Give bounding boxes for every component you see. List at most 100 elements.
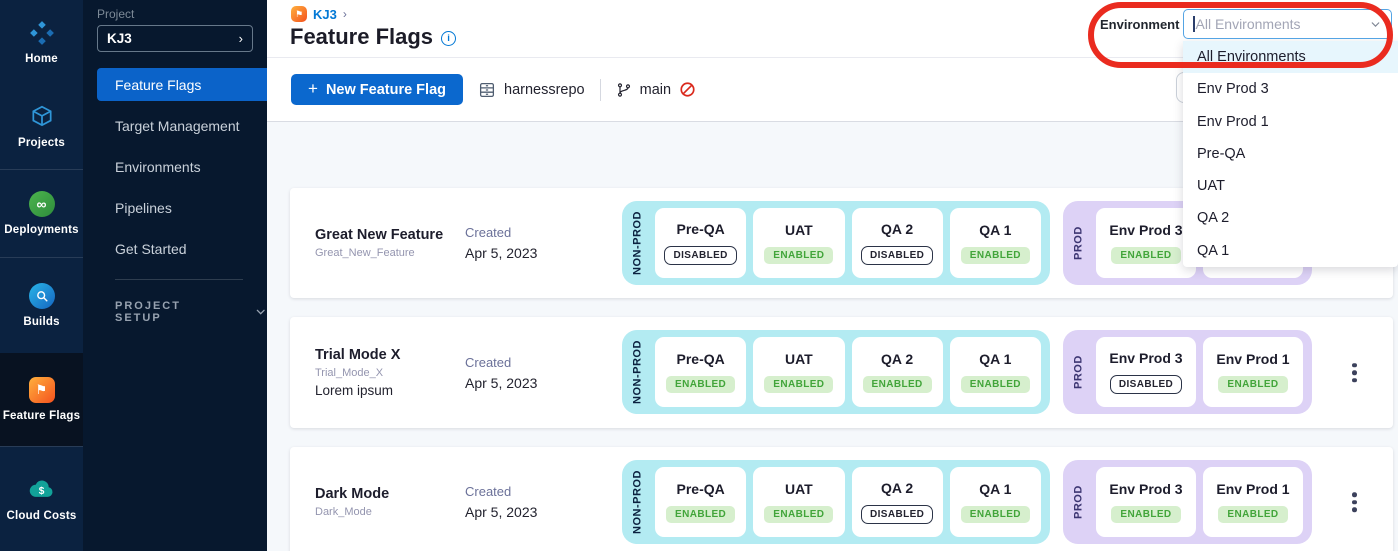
sidebar-item-target-management[interactable]: Target Management xyxy=(115,117,240,134)
menu-option-uat[interactable]: UAT xyxy=(1197,178,1225,195)
page-title: Feature Flags i xyxy=(290,24,457,50)
info-icon[interactable]: i xyxy=(441,31,457,46)
home-icon xyxy=(29,20,54,45)
project-setup-label: PROJECT SETUP xyxy=(115,300,181,324)
created-info: Created Apr 5, 2023 xyxy=(465,188,537,298)
flag-row-dark-mode[interactable]: Dark Mode Dark_Mode Created Apr 5, 2023 … xyxy=(290,447,1393,551)
row-menu-kebab-icon[interactable] xyxy=(1347,487,1362,517)
flag-row-trial-mode-x[interactable]: Trial Mode X Trial_Mode_X Lorem ipsum Cr… xyxy=(290,317,1393,428)
page-title-text: Feature Flags xyxy=(290,24,434,49)
prod-label: PROD xyxy=(1072,355,1085,389)
created-info: Created Apr 5, 2023 xyxy=(465,317,537,428)
status-badge: ENABLED xyxy=(764,376,834,393)
status-badge: DISABLED xyxy=(664,246,737,265)
prod-label: PROD xyxy=(1072,485,1085,519)
breadcrumb: ⚑ KJ3 › xyxy=(291,6,347,22)
created-date: Apr 5, 2023 xyxy=(465,374,538,391)
status-badge: ENABLED xyxy=(960,247,1030,264)
created-date: Apr 5, 2023 xyxy=(465,245,538,261)
non-prod-label: NON-PROD xyxy=(631,211,644,275)
menu-option-all-environments[interactable]: All Environments xyxy=(1183,41,1398,74)
env-card-env-prod-1[interactable]: Env Prod 1 ENABLED xyxy=(1203,337,1303,407)
menu-option-qa1[interactable]: QA 1 xyxy=(1197,242,1230,259)
new-feature-flag-button[interactable]: + New Feature Flag xyxy=(291,74,463,105)
env-card-qa2[interactable]: QA 2 DISABLED xyxy=(851,208,943,278)
rail-item-feature-flags[interactable]: ⚑ Feature Flags xyxy=(0,353,83,446)
flag-name: Great New Feature xyxy=(315,227,444,243)
rail-label: Home xyxy=(25,52,58,65)
repo-selector[interactable]: harnessrepo xyxy=(478,81,585,99)
status-badge: DISABLED xyxy=(860,246,934,265)
sidebar-item-feature-flags[interactable]: Feature Flags xyxy=(97,68,267,101)
status-badge: ENABLED xyxy=(960,376,1030,393)
flag-info: Dark Mode Dark_Mode xyxy=(315,447,460,551)
project-setup-toggle[interactable]: PROJECT SETUP xyxy=(115,300,267,324)
env-card-env-prod-3[interactable]: Env Prod 3 ENABLED xyxy=(1096,208,1196,278)
env-card-pre-qa[interactable]: Pre-QA DISABLED xyxy=(655,208,747,278)
env-card-qa1[interactable]: QA 1 ENABLED xyxy=(949,208,1041,278)
status-badge: ENABLED xyxy=(764,247,834,264)
sidenav-divider xyxy=(115,279,243,280)
rail-item-home[interactable]: Home xyxy=(0,0,83,84)
rail-label: Projects xyxy=(18,137,65,149)
sidebar-item-pipelines[interactable]: Pipelines xyxy=(115,199,172,216)
chevron-down-icon xyxy=(1371,21,1380,27)
status-badge: ENABLED xyxy=(1218,376,1288,393)
status-badge: ENABLED xyxy=(960,506,1030,523)
env-card-qa1[interactable]: QA 1 ENABLED xyxy=(949,467,1041,537)
project-selector[interactable]: KJ3 › xyxy=(97,25,253,52)
menu-option-env-prod-3[interactable]: Env Prod 3 xyxy=(1197,81,1269,98)
repo-name: harnessrepo xyxy=(504,81,585,98)
environment-dropdown-menu: All Environments Env Prod 3 Env Prod 1 P… xyxy=(1183,41,1398,267)
flag-info: Great New Feature Great_New_Feature xyxy=(315,188,460,298)
status-badge: ENABLED xyxy=(1111,247,1181,264)
environment-select-value: All Environments xyxy=(1195,16,1301,32)
menu-option-pre-qa[interactable]: Pre-QA xyxy=(1197,145,1246,162)
breadcrumb-project-link[interactable]: KJ3 xyxy=(313,6,337,22)
env-card-uat[interactable]: UAT ENABLED xyxy=(753,337,845,407)
environment-filter-label: Environment xyxy=(1100,17,1180,32)
non-prod-env-group: NON-PROD Pre-QA ENABLED UAT ENABLED QA 2… xyxy=(622,330,1050,414)
project-nav-list: Feature Flags Target Management Environm… xyxy=(83,64,267,269)
status-badge: DISABLED xyxy=(1109,375,1183,394)
prod-env-group: PROD Env Prod 3 DISABLED Env Prod 1 ENAB… xyxy=(1063,330,1312,414)
environment-select[interactable]: All Environments xyxy=(1183,9,1392,39)
created-info: Created Apr 5, 2023 xyxy=(465,447,537,551)
flag-description: Lorem ipsum xyxy=(315,383,394,398)
env-card-uat[interactable]: UAT ENABLED xyxy=(753,467,845,537)
plus-icon: + xyxy=(308,79,318,98)
menu-option-env-prod-1[interactable]: Env Prod 1 xyxy=(1197,113,1269,130)
feature-flags-logo-icon: ⚑ xyxy=(291,6,307,22)
env-card-env-prod-3[interactable]: Env Prod 3 DISABLED xyxy=(1096,337,1196,407)
sidebar-item-get-started[interactable]: Get Started xyxy=(115,240,187,257)
rail-item-deployments[interactable]: ∞ Deployments xyxy=(0,169,83,257)
branch-selector[interactable]: main xyxy=(616,81,696,98)
menu-option-qa2[interactable]: QA 2 xyxy=(1197,210,1230,227)
flag-name: Dark Mode xyxy=(315,486,390,502)
env-card-qa1[interactable]: QA 1 ENABLED xyxy=(949,337,1041,407)
env-card-env-prod-1[interactable]: Env Prod 1 ENABLED xyxy=(1203,467,1303,537)
status-badge: ENABLED xyxy=(1218,506,1288,523)
non-prod-label: NON-PROD xyxy=(631,340,644,404)
created-date: Apr 5, 2023 xyxy=(465,504,538,520)
breadcrumb-separator: › xyxy=(342,7,347,21)
sync-disabled-icon xyxy=(680,82,695,97)
env-card-qa2[interactable]: QA 2 DISABLED xyxy=(851,467,943,537)
rail-item-projects[interactable]: Projects xyxy=(0,84,83,169)
env-card-pre-qa[interactable]: Pre-QA ENABLED xyxy=(655,467,747,537)
row-menu-kebab-icon[interactable] xyxy=(1347,358,1362,388)
non-prod-env-group: NON-PROD Pre-QA ENABLED UAT ENABLED QA 2… xyxy=(622,460,1050,544)
non-prod-label: NON-PROD xyxy=(631,470,644,534)
env-card-env-prod-3[interactable]: Env Prod 3 ENABLED xyxy=(1096,467,1196,537)
project-label: Project xyxy=(97,7,135,21)
status-badge: ENABLED xyxy=(666,376,736,393)
rail-item-cloud-costs[interactable]: $ Cloud Costs xyxy=(0,446,83,551)
project-name: KJ3 xyxy=(107,31,132,46)
repository-icon xyxy=(479,82,495,97)
env-card-uat[interactable]: UAT ENABLED xyxy=(753,208,845,278)
rail-item-builds[interactable]: Builds xyxy=(0,257,83,353)
env-card-pre-qa[interactable]: Pre-QA ENABLED xyxy=(655,337,747,407)
sidebar-item-environments[interactable]: Environments xyxy=(115,158,201,175)
env-card-qa2[interactable]: QA 2 ENABLED xyxy=(851,337,943,407)
